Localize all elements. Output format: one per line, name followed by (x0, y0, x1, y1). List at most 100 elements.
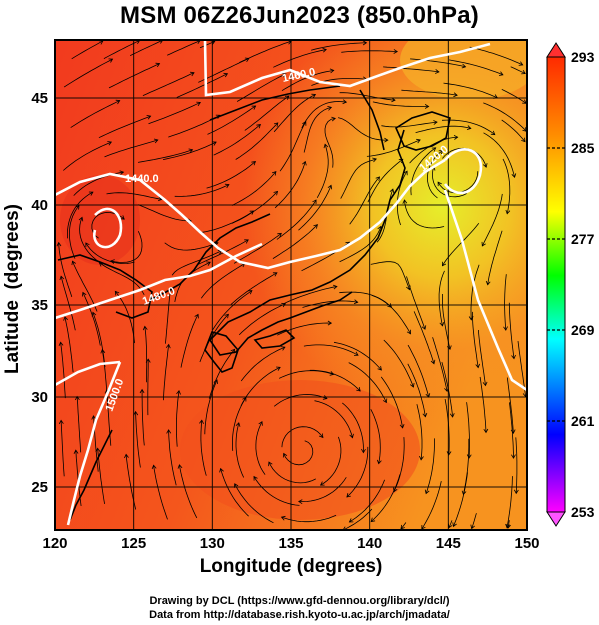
streamline (141, 389, 145, 446)
streamline-arrowhead (511, 354, 516, 360)
streamline (407, 344, 430, 398)
streamline-arrowhead (406, 329, 411, 335)
streamline (230, 272, 278, 305)
streamline (371, 294, 411, 334)
streamline-arrowhead (247, 290, 253, 295)
streamline-arrowhead (393, 487, 398, 493)
streamline-arrowhead (100, 348, 106, 354)
streamline (407, 363, 426, 417)
streamline (106, 389, 112, 446)
streamline (383, 339, 414, 388)
streamline (393, 437, 405, 492)
streamline-arrowhead (157, 196, 163, 202)
streamline-arrowhead (196, 101, 202, 107)
streamline-arrowhead (393, 49, 398, 54)
streamline-arrowhead (71, 260, 76, 266)
streamline-arrowhead (382, 398, 388, 404)
streamline (425, 438, 435, 494)
streamline (479, 376, 487, 433)
streamline (144, 326, 148, 383)
streamline (163, 344, 170, 401)
streamline-arrowhead (95, 447, 101, 453)
streamline-arrowhead (177, 464, 183, 469)
streamline-arrowhead (253, 475, 258, 481)
streamline (233, 233, 282, 264)
streamline-arrowhead (119, 170, 125, 176)
streamline-arrowhead (452, 522, 457, 528)
streamline (104, 139, 158, 158)
streamline (276, 199, 317, 240)
streamline (508, 302, 515, 359)
streamline-arrowhead (313, 224, 318, 229)
streamline (471, 513, 477, 529)
streamline-arrowhead (419, 455, 424, 461)
colorbar-tick-label: 253 (571, 504, 595, 520)
streamline (483, 102, 527, 132)
streamline (274, 161, 306, 209)
streamline (98, 115, 151, 139)
streamline (110, 231, 143, 263)
streamline (200, 263, 245, 299)
streamline-arrowhead (342, 99, 348, 105)
streamline-arrowhead (235, 422, 241, 427)
streamline (333, 341, 382, 371)
streamline-arrowhead (276, 366, 281, 371)
streamline-arrowhead (482, 381, 488, 387)
streamline (383, 66, 439, 73)
streamline-arrowhead (212, 141, 217, 146)
streamline-arrowhead (329, 371, 335, 376)
streamline (316, 144, 329, 198)
x-tick-label: 145 (436, 535, 461, 552)
streamline-arrowhead (461, 63, 467, 69)
streamline (273, 394, 328, 407)
streamline (314, 400, 353, 438)
streamline (410, 58, 466, 68)
streamline (180, 314, 199, 368)
streamline (441, 119, 496, 135)
streamline-arrowhead (73, 449, 79, 454)
streamline (273, 49, 327, 68)
streamline-arrowhead (268, 461, 273, 467)
streamline-arrowhead (273, 190, 279, 196)
streamline-arrowhead (190, 71, 195, 77)
streamline (176, 390, 180, 447)
credit-line-1: Drawing by DCL (https://www.gfd-dennou.o… (149, 595, 450, 607)
x-tick-label: 135 (278, 535, 303, 552)
streamline-arrowhead (353, 299, 359, 305)
colorbar-tick-label: 277 (571, 231, 595, 247)
streamline-arrowhead (348, 518, 354, 523)
streamline (366, 139, 421, 157)
streamline-arrowhead (505, 209, 511, 215)
streamline (69, 205, 80, 259)
streamline-arrowhead (437, 181, 442, 187)
streamline-arrowhead (483, 428, 489, 434)
streamline-arrowhead (331, 116, 336, 122)
streamline-arrowhead (372, 157, 377, 163)
streamline-arrowhead (424, 104, 430, 109)
streamline-arrowhead (133, 410, 139, 416)
streamline (501, 89, 527, 104)
streamline (231, 171, 277, 206)
streamline (380, 376, 403, 428)
streamline (298, 477, 347, 503)
streamline-arrowhead (490, 130, 496, 136)
streamline-arrowhead (506, 524, 511, 529)
streamline (340, 158, 377, 199)
streamline (348, 362, 387, 403)
streamline-arrowhead (511, 173, 517, 178)
streamline-arrowhead (475, 363, 481, 369)
streamline (515, 437, 518, 494)
streamline-arrowhead (311, 93, 317, 99)
streamline (164, 242, 219, 251)
streamline (453, 472, 468, 527)
streamline-arrowhead (114, 290, 120, 296)
streamline (443, 82, 498, 99)
wind-streamlines (56, 40, 527, 530)
streamline (268, 461, 316, 484)
streamline-arrowhead (521, 69, 526, 75)
streamline-arrowhead (199, 419, 204, 424)
streamline-arrowhead (327, 184, 333, 190)
streamline (168, 429, 177, 486)
streamline-arrowhead (58, 341, 64, 347)
x-tick-label: 140 (357, 535, 382, 552)
